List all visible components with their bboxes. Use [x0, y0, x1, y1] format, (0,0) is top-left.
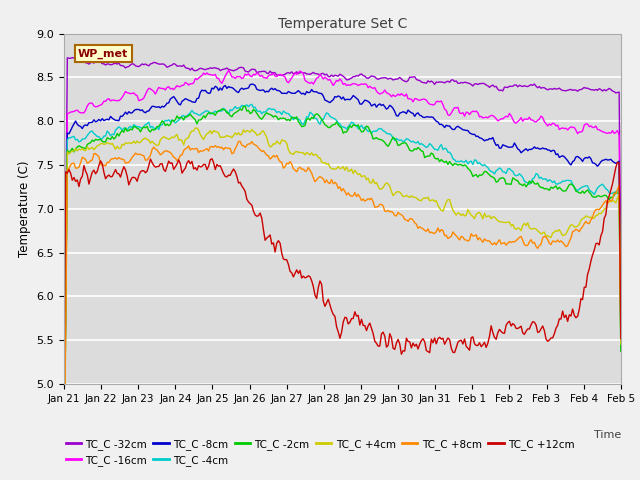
TC_C +12cm — [183, 160, 191, 166]
TC_C +8cm — [227, 145, 234, 151]
TC_C +8cm — [517, 234, 525, 240]
TC_C -4cm — [60, 479, 68, 480]
TC_C -4cm — [524, 180, 532, 186]
TC_C +12cm — [617, 336, 625, 342]
TC_C -32cm — [524, 84, 532, 89]
TC_C -32cm — [68, 55, 76, 60]
TC_C +12cm — [208, 156, 216, 162]
TC_C -16cm — [517, 115, 525, 120]
TC_C -4cm — [67, 135, 74, 141]
TC_C -16cm — [225, 68, 232, 73]
TC_C -8cm — [524, 148, 532, 154]
TC_C -32cm — [617, 272, 625, 277]
TC_C -16cm — [60, 466, 68, 471]
TC_C +8cm — [524, 242, 532, 248]
TC_C +12cm — [67, 170, 74, 176]
TC_C -2cm — [227, 113, 234, 119]
TC_C +12cm — [60, 389, 68, 395]
TC_C +8cm — [67, 162, 74, 168]
Line: TC_C -4cm: TC_C -4cm — [64, 104, 621, 480]
TC_C -32cm — [60, 438, 68, 444]
TC_C -32cm — [67, 55, 74, 61]
TC_C +4cm — [524, 220, 532, 226]
TC_C -2cm — [183, 114, 191, 120]
Text: WP_met: WP_met — [78, 48, 128, 59]
TC_C -8cm — [617, 324, 625, 329]
TC_C -4cm — [617, 345, 625, 350]
TC_C -8cm — [248, 81, 255, 87]
TC_C -16cm — [524, 117, 532, 122]
TC_C +4cm — [374, 183, 382, 189]
TC_C -4cm — [374, 126, 382, 132]
TC_C +4cm — [617, 341, 625, 347]
TC_C +8cm — [183, 145, 191, 151]
Line: TC_C -16cm: TC_C -16cm — [64, 71, 621, 468]
TC_C -16cm — [183, 81, 191, 86]
TC_C -32cm — [228, 67, 236, 73]
TC_C -16cm — [374, 90, 382, 96]
TC_C -16cm — [67, 109, 74, 115]
Line: TC_C -8cm: TC_C -8cm — [64, 84, 621, 477]
TC_C +4cm — [228, 135, 236, 141]
TC_C +12cm — [517, 324, 525, 329]
TC_C +8cm — [235, 139, 243, 144]
TC_C -2cm — [617, 348, 625, 354]
TC_C -32cm — [374, 76, 382, 82]
TC_C -8cm — [60, 474, 68, 480]
Line: TC_C -2cm: TC_C -2cm — [64, 106, 621, 480]
TC_C +4cm — [191, 125, 199, 131]
TC_C -8cm — [517, 150, 525, 156]
Line: TC_C +8cm: TC_C +8cm — [64, 142, 621, 480]
Line: TC_C +4cm: TC_C +4cm — [64, 128, 621, 480]
TC_C +8cm — [374, 204, 382, 209]
TC_C -8cm — [183, 96, 191, 102]
TC_C -2cm — [241, 103, 249, 109]
TC_C +4cm — [517, 228, 525, 234]
TC_C -8cm — [227, 84, 234, 90]
TC_C -4cm — [227, 107, 234, 112]
Y-axis label: Temperature (C): Temperature (C) — [18, 160, 31, 257]
TC_C +12cm — [524, 326, 532, 332]
TC_C -16cm — [228, 74, 236, 80]
TC_C -4cm — [183, 113, 191, 119]
TC_C -16cm — [617, 301, 625, 307]
TC_C -8cm — [67, 128, 74, 133]
Title: Temperature Set C: Temperature Set C — [278, 17, 407, 31]
Text: Time: Time — [593, 430, 621, 440]
Legend: TC_C -32cm, TC_C -16cm, TC_C -8cm, TC_C -4cm, TC_C -2cm, TC_C +4cm, TC_C +8cm, T: TC_C -32cm, TC_C -16cm, TC_C -8cm, TC_C … — [61, 434, 579, 470]
TC_C -2cm — [374, 136, 382, 142]
TC_C -4cm — [248, 101, 255, 107]
TC_C +4cm — [183, 135, 191, 141]
TC_C +12cm — [228, 169, 236, 175]
TC_C -2cm — [524, 181, 532, 187]
TC_C +12cm — [374, 343, 382, 349]
TC_C -8cm — [374, 102, 382, 108]
TC_C -32cm — [517, 83, 525, 89]
TC_C -2cm — [517, 181, 525, 187]
Line: TC_C +12cm: TC_C +12cm — [64, 159, 621, 392]
Line: TC_C -32cm: TC_C -32cm — [64, 58, 621, 441]
TC_C +4cm — [67, 149, 74, 155]
TC_C -32cm — [185, 66, 193, 72]
TC_C -2cm — [67, 148, 74, 154]
TC_C +8cm — [617, 328, 625, 334]
TC_C -4cm — [517, 172, 525, 178]
